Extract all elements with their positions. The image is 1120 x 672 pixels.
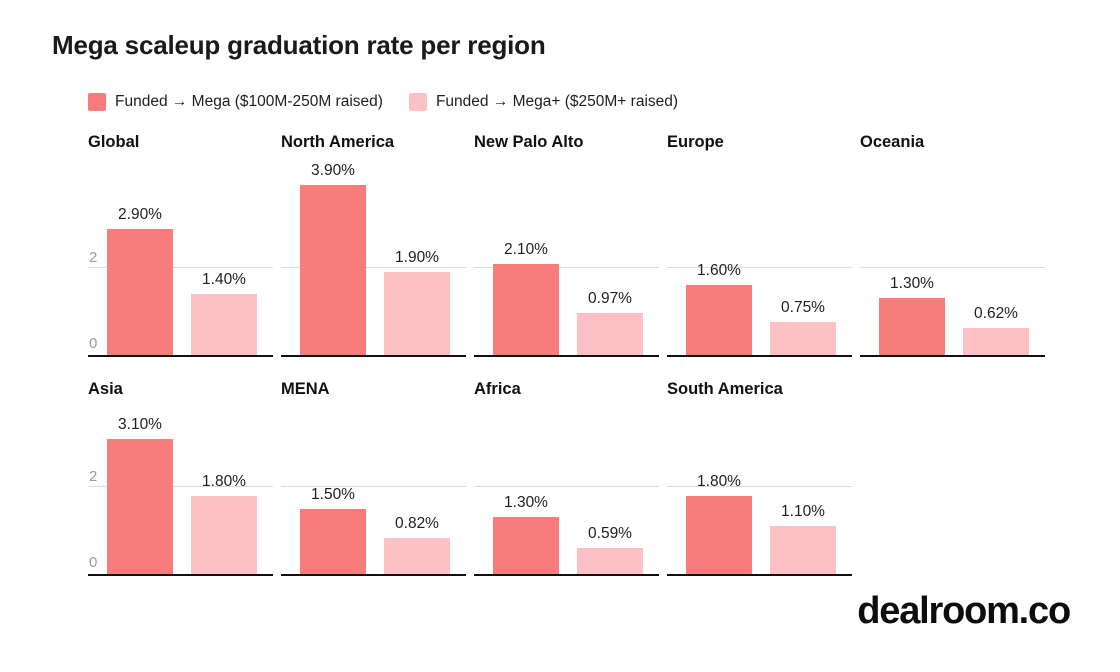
bar-mega-plus [577,313,643,355]
bar-value-label: 0.82% [395,515,439,532]
gridline [88,267,273,268]
y-tick-label: 0 [89,554,98,571]
legend-swatch-icon [88,93,106,111]
chart-row-1: Global 2 0 2.90% 1.40% North America 3.90% 1.90… [88,131,1053,357]
bar-value-label: 0.62% [974,305,1018,322]
y-tick-label: 0 [89,335,98,352]
panel-title: New Palo Alto [474,133,584,151]
panel-title: Asia [88,380,123,398]
page-title: Mega scaleup graduation rate per region [52,30,546,60]
gridline [281,486,466,487]
chart-panel-europe: Europe 1.60% 0.75% [667,131,852,357]
chart-panel-mena: MENA 1.50% 0.82% [281,378,466,576]
plot-area: 1.60% 0.75% [667,157,852,357]
gridline [667,267,852,268]
chart-grid: Global 2 0 2.90% 1.40% North America 3.90% 1.90… [88,131,1053,576]
panel-title: North America [281,133,395,151]
y-tick-label: 2 [89,468,98,485]
gridline [88,486,273,487]
bar-mega-plus [384,538,450,574]
bar-value-label: 1.30% [890,275,934,292]
bar-mega [300,185,366,355]
panel-title: Africa [474,380,521,398]
chart-panel-north-america: North America 3.90% 1.90% [281,131,466,357]
bar-mega [493,517,559,574]
bar-mega-plus [770,526,836,574]
chart-panel-global: Global 2 0 2.90% 1.40% [88,131,273,357]
chart-panel-new-palo-alto: New Palo Alto 2.10% 0.97% [474,131,659,357]
bar-mega-plus [963,328,1029,355]
plot-area: 3.90% 1.90% [281,157,466,357]
plot-area: 1.80% 1.10% [667,404,852,576]
panel-title: Europe [667,133,724,151]
bar-value-label: 1.80% [697,473,741,490]
plot-area: 1.30% 0.62% [860,157,1045,357]
panel-title: South America [667,380,783,398]
legend-label: Funded → Mega ($100M-250M raised) [115,93,383,110]
bar-value-label: 3.10% [118,416,162,433]
bar-value-label: 0.97% [588,290,632,307]
bar-mega [107,229,173,355]
bar-mega [300,509,366,574]
chart-panel-south-america: South America 1.80% 1.10% [667,378,852,576]
plot-area: 2 0 3.10% 1.80% [88,404,273,576]
bar-value-label: 2.10% [504,241,548,258]
legend-swatch-icon [408,93,427,111]
bar-mega-plus [191,294,257,355]
bar-value-label: 2.90% [118,206,162,223]
plot-area: 1.50% 0.82% [281,404,466,576]
chart-panel-asia: Asia 2 0 3.10% 1.80% [88,378,273,576]
bar-mega [493,264,559,355]
gridline [860,267,1045,268]
bar-value-label: 1.50% [311,486,355,503]
bar-mega [686,285,752,355]
bar-value-label: 1.60% [697,262,741,279]
bar-value-label: 0.59% [588,525,632,542]
bar-mega [107,439,173,574]
y-tick-label: 2 [89,249,98,266]
chart-panel-africa: Africa 1.30% 0.59% [474,378,659,576]
panel-title: MENA [281,380,330,398]
gridline [667,486,852,487]
gridline [474,486,659,487]
brand-logo: dealroom.co [857,590,1071,632]
bar-mega-plus [191,496,257,574]
chart-row-2: Asia 2 0 3.10% 1.80% MENA 1.50% 0.82% Africa 1.30… [88,378,1053,576]
bar-mega-plus [770,322,836,355]
bar-mega [686,496,752,574]
gridline [474,267,659,268]
plot-area: 1.30% 0.59% [474,404,659,576]
bar-value-label: 1.30% [504,494,548,511]
bar-value-label: 3.90% [311,162,355,179]
bar-mega [879,298,945,355]
bar-value-label: 1.90% [395,249,439,266]
plot-area: 2.10% 0.97% [474,157,659,357]
legend-item-funded-meg: Funded → Mega+ ($250M+ raised) [408,93,679,111]
legend-item-funded-meg: Funded → Mega ($100M-250M raised) [88,93,383,111]
bar-value-label: 1.40% [202,271,246,288]
bar-value-label: 1.10% [781,503,825,520]
bar-mega-plus [384,272,450,355]
chart-panel-oceania: Oceania 1.30% 0.62% [860,131,1045,357]
legend: Funded → Mega ($100M-250M raised) Funded … [88,93,678,111]
panel-title: Oceania [860,133,925,151]
gridline [281,267,466,268]
bar-mega-plus [577,548,643,574]
legend-label: Funded → Mega+ ($250M+ raised) [435,93,679,110]
bar-value-label: 1.80% [202,473,246,490]
bar-value-label: 0.75% [781,299,825,316]
plot-area: 2 0 2.90% 1.40% [88,157,273,357]
panel-title: Global [88,133,140,151]
